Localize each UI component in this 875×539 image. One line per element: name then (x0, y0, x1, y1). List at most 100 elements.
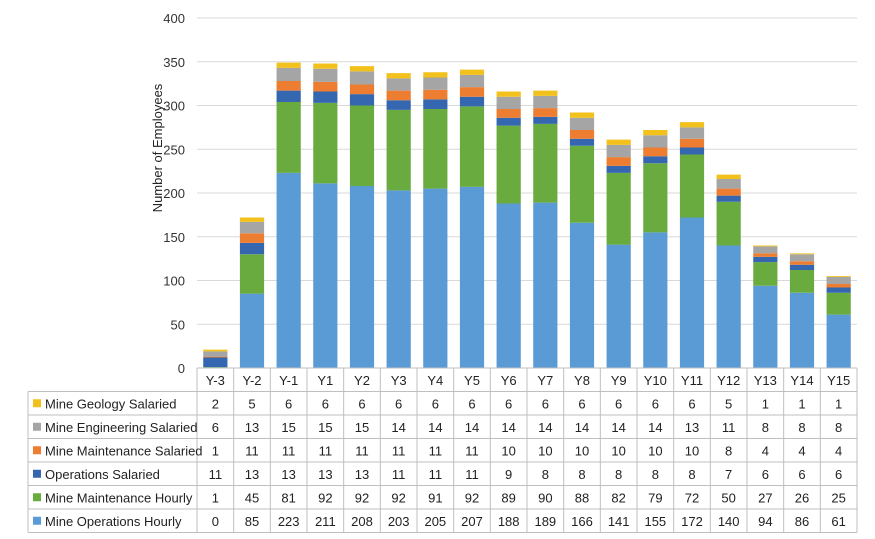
data-cell: 15 (318, 420, 332, 435)
data-cell: 14 (465, 420, 479, 435)
bar-segment (496, 203, 521, 368)
data-cell: 11 (392, 443, 406, 458)
bar-segment (386, 78, 411, 91)
data-cell: 11 (722, 420, 736, 435)
data-cell: 6 (578, 396, 585, 411)
bar-segment (276, 67, 301, 81)
bar-segment (349, 186, 375, 368)
data-cell: 86 (795, 514, 809, 529)
bar-segment (789, 270, 815, 293)
bar-segment (826, 314, 851, 368)
series-name: Mine Geology Salaried (45, 396, 177, 411)
data-cell: 6 (395, 396, 402, 411)
data-cell: 88 (575, 490, 589, 505)
legend-swatch (33, 422, 41, 431)
bar-segment (753, 262, 778, 286)
bar-segment (423, 89, 448, 100)
y-tick-label: 200 (163, 186, 185, 201)
category-label: Y4 (427, 373, 443, 388)
bar-segment (533, 116, 558, 124)
bar-segment (569, 138, 595, 146)
data-cell: 13 (355, 467, 369, 482)
data-cell: 7 (725, 467, 732, 482)
bar-segment (606, 157, 631, 166)
data-cell: 85 (245, 514, 259, 529)
bar-segment (679, 127, 705, 139)
data-cell: 11 (319, 443, 333, 458)
bar-segment (313, 183, 338, 368)
bar-segment (276, 62, 301, 68)
data-cell: 14 (428, 420, 442, 435)
legend-swatch (33, 446, 41, 455)
bar-segment (789, 264, 815, 270)
data-cell: 6 (798, 467, 805, 482)
y-tick-label: 350 (163, 55, 185, 70)
legend-swatch (33, 516, 41, 525)
data-cell: 14 (501, 420, 515, 435)
bar-segment (203, 356, 228, 358)
data-cell: 140 (718, 514, 740, 529)
bar-segment (753, 256, 778, 263)
data-cell: 13 (685, 420, 699, 435)
series-name: Operations Salaried (45, 467, 160, 482)
data-cell: 6 (542, 396, 549, 411)
data-cell: 6 (432, 396, 439, 411)
bar-segment (643, 130, 668, 136)
bar-segment (386, 190, 411, 368)
bar-segment (569, 130, 595, 139)
bar-segment (496, 109, 521, 118)
data-cell: 188 (498, 514, 520, 529)
bar-segment (679, 217, 705, 368)
bar-segment (533, 123, 558, 203)
bar-segment (716, 201, 741, 246)
bar-segment (679, 122, 705, 128)
data-cell: 6 (762, 467, 769, 482)
data-cell: 203 (388, 514, 410, 529)
data-cell: 89 (501, 490, 515, 505)
bar-segment (386, 109, 411, 191)
bar-segment (606, 244, 631, 368)
category-label: Y15 (827, 373, 850, 388)
bar-segment (533, 108, 558, 117)
bar-segment (239, 254, 265, 294)
bar-segment (349, 71, 375, 85)
bar-segment (423, 188, 448, 368)
category-label: Y3 (391, 373, 407, 388)
data-cell: 10 (685, 443, 699, 458)
data-cell: 50 (721, 490, 735, 505)
bar-segment (643, 163, 668, 233)
category-label: Y5 (464, 373, 480, 388)
data-cell: 208 (351, 514, 373, 529)
bar-segment (789, 253, 815, 255)
bar-segment (789, 254, 815, 262)
category-label: Y1 (317, 373, 333, 388)
bar-segment (239, 293, 265, 368)
data-cell: 10 (501, 443, 515, 458)
bar-segment (643, 232, 668, 368)
bar-segment (459, 106, 485, 187)
data-cell: 6 (652, 396, 659, 411)
bar-segment (569, 145, 595, 223)
bar-segment (349, 84, 375, 95)
y-tick-label: 100 (163, 274, 185, 289)
data-cell: 11 (392, 467, 406, 482)
data-cell: 25 (831, 490, 845, 505)
data-cell: 1 (835, 396, 842, 411)
bar-segment (569, 222, 595, 368)
bar-segment (276, 90, 301, 102)
data-cell: 11 (429, 443, 443, 458)
data-cell: 6 (468, 396, 475, 411)
data-cell: 14 (391, 420, 405, 435)
data-cell: 211 (315, 514, 336, 529)
bar-segment (533, 95, 558, 109)
bar-segment (716, 174, 741, 179)
data-cell: 13 (281, 467, 295, 482)
data-cell: 8 (615, 467, 622, 482)
data-cell: 6 (688, 396, 695, 411)
bar-segment (313, 102, 338, 184)
data-cell: 14 (648, 420, 662, 435)
data-cell: 155 (644, 514, 666, 529)
data-cell: 8 (762, 420, 769, 435)
category-label: Y8 (574, 373, 590, 388)
series-name: Mine Engineering Salaried (45, 420, 197, 435)
